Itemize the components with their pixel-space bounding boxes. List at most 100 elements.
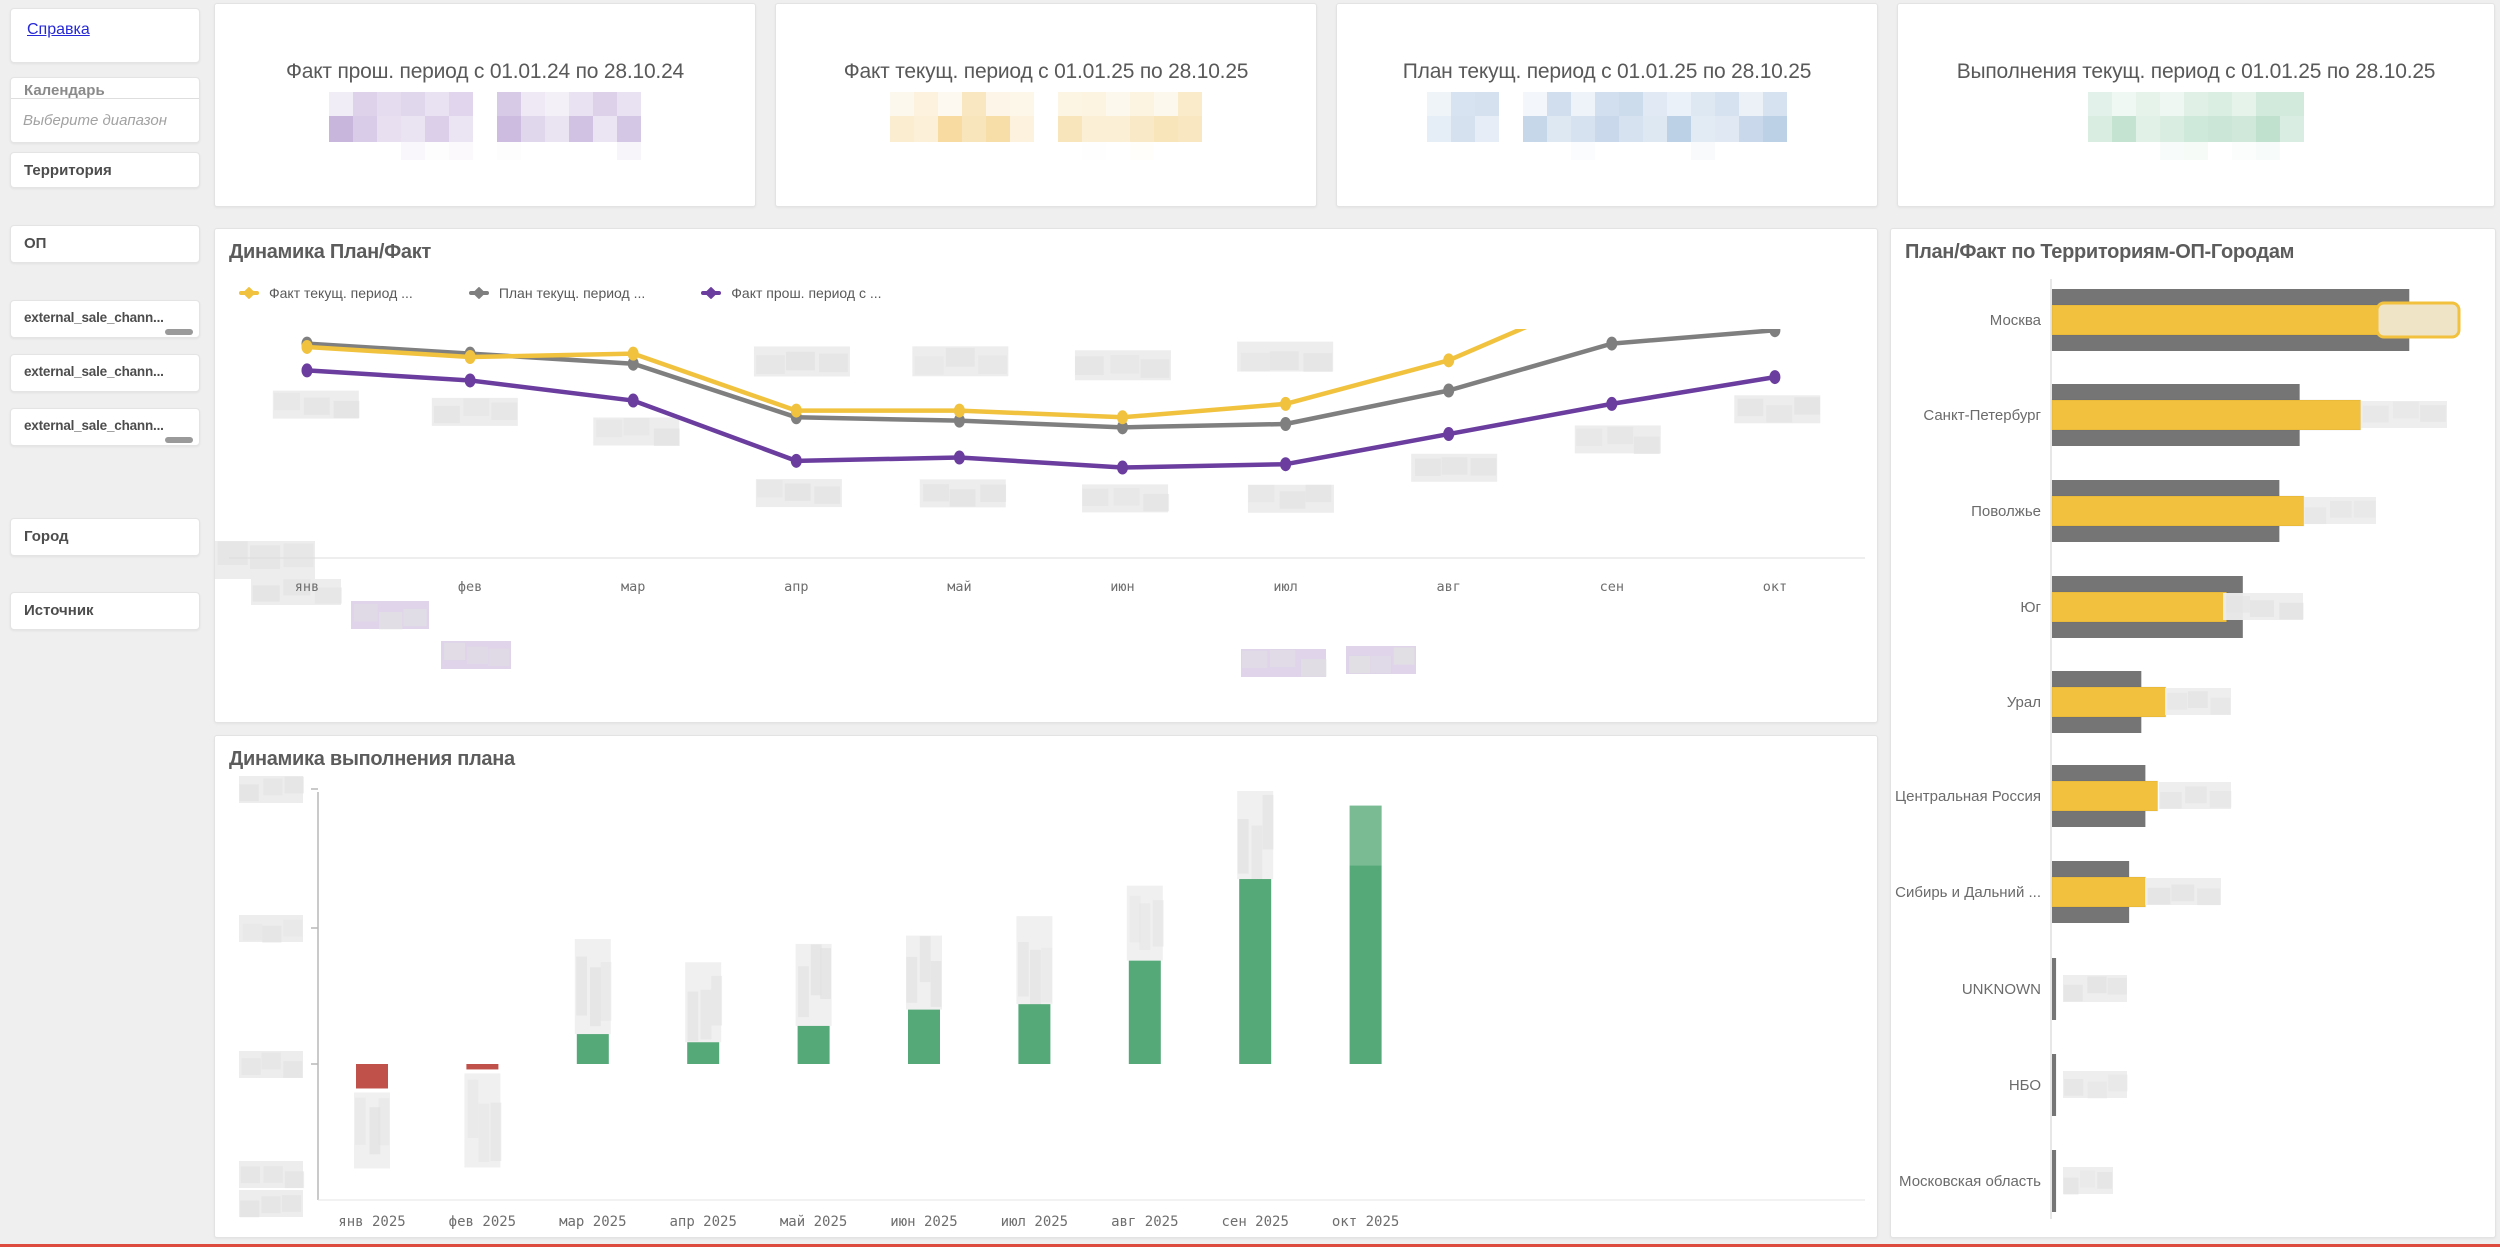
fact-bar[interactable] — [2051, 780, 2159, 812]
filter-ext2[interactable]: external_sale_chann... — [10, 354, 200, 392]
filter-territory[interactable]: Территория — [10, 152, 200, 188]
series-line[interactable] — [306, 329, 1776, 430]
data-point[interactable] — [1280, 457, 1292, 472]
kpi-card-4: Выполнения текущ. период с 01.01.25 по 2… — [1897, 3, 2495, 207]
data-point[interactable] — [953, 403, 965, 418]
kpi-title: План текущ. период с 01.01.25 по 28.10.2… — [1402, 60, 1812, 83]
x-axis-label: июл 2025 — [1001, 1214, 1068, 1230]
redacted-label — [1082, 484, 1170, 513]
line-chart-title: Динамика План/Факт — [229, 241, 431, 263]
data-point[interactable] — [627, 356, 639, 371]
data-point[interactable] — [1606, 336, 1618, 351]
data-point[interactable] — [1443, 353, 1455, 368]
plan-bar[interactable] — [2052, 1054, 2057, 1116]
series-line[interactable] — [306, 329, 1775, 420]
territory-chart-title: План/Факт по Территориям-ОП-Городам — [1905, 241, 2295, 263]
kpi-value-redacted — [1427, 92, 1787, 160]
data-point[interactable] — [464, 350, 476, 364]
data-point[interactable] — [1117, 410, 1128, 425]
redacted-label — [251, 579, 342, 605]
fact-bar[interactable] — [2051, 591, 2228, 623]
series-line[interactable] — [306, 368, 1776, 470]
x-axis-label: окт — [1763, 579, 1787, 595]
data-point[interactable] — [1117, 420, 1128, 435]
help-link[interactable]: Справка — [27, 21, 90, 38]
exec-bar[interactable] — [1349, 805, 1382, 1064]
fact-bar[interactable] — [2051, 495, 2305, 527]
redacted-label — [239, 1161, 305, 1189]
redacted-label — [919, 479, 1007, 508]
filter-ext1[interactable]: external_sale_chann... — [10, 300, 200, 338]
data-point[interactable] — [301, 339, 313, 354]
territory-chart-plot[interactable]: Москва Санкт-Петербург Поволжье Юг Урал Центр… — [1891, 271, 2495, 1236]
filter-source[interactable]: Источник — [10, 592, 200, 630]
redacted-label — [2063, 1167, 2113, 1195]
legend-item[interactable]: План текущ. период ... — [468, 285, 645, 301]
exec-bar[interactable] — [576, 1034, 609, 1064]
data-point[interactable] — [790, 403, 802, 418]
exec-bar[interactable] — [1128, 960, 1161, 1064]
plan-bar[interactable] — [2052, 1150, 2057, 1212]
data-point[interactable] — [953, 450, 965, 465]
category-label: Центральная Россия — [1895, 788, 2041, 805]
plan-bar[interactable] — [2052, 958, 2057, 1020]
territory-row[interactable]: Москва — [1990, 289, 2461, 351]
data-point[interactable] — [464, 373, 476, 388]
data-point[interactable] — [627, 393, 639, 408]
exec-bar[interactable] — [908, 1009, 940, 1064]
exec-bar[interactable] — [687, 1042, 720, 1064]
data-point[interactable] — [301, 363, 313, 378]
fact-bar[interactable] — [2051, 399, 2362, 431]
territory-row[interactable]: Поволжье — [1971, 480, 2376, 542]
fact-bar[interactable] — [2051, 876, 2146, 908]
exec-bar[interactable] — [1018, 1004, 1051, 1064]
filter-op[interactable]: ОП — [10, 225, 200, 263]
territory-row[interactable]: Санкт-Петербург — [1923, 384, 2447, 446]
data-point[interactable] — [627, 346, 639, 361]
data-point[interactable] — [1280, 396, 1292, 411]
redacted-label — [755, 479, 842, 508]
filter-city[interactable]: Город — [10, 518, 200, 556]
redacted-label — [753, 346, 850, 377]
date-range-input[interactable] — [11, 98, 199, 142]
data-point[interactable] — [1606, 396, 1618, 411]
kpi-value-redacted — [890, 92, 1202, 160]
data-point[interactable] — [790, 453, 802, 468]
exec-bar[interactable] — [356, 1064, 388, 1089]
x-axis-label: мар — [621, 579, 645, 595]
territory-row[interactable]: Урал — [2007, 671, 2231, 733]
x-axis-label: июл — [1273, 579, 1297, 595]
data-point[interactable] — [953, 413, 965, 428]
territory-row[interactable]: Московская область — [1899, 1150, 2113, 1212]
data-point[interactable] — [1443, 427, 1455, 442]
data-point[interactable] — [1769, 370, 1781, 385]
territory-row[interactable]: НБО — [2009, 1054, 2128, 1116]
exec-bar[interactable] — [797, 1025, 830, 1064]
listbox-scrollbar[interactable] — [165, 437, 193, 443]
exec-bar[interactable] — [466, 1064, 499, 1070]
territory-row[interactable]: Юг — [2020, 576, 2304, 638]
legend-item[interactable]: Факт прош. период с ... — [701, 285, 882, 301]
category-label: UNKNOWN — [1962, 981, 2041, 998]
territory-row[interactable]: Сибирь и Дальний ... — [1895, 861, 2221, 923]
line-chart-plot[interactable]: янв фев мар апр май июн июл авг сен окт — [215, 329, 1877, 734]
redacted-label — [685, 962, 723, 1043]
filter-ext3[interactable]: external_sale_chann... — [10, 408, 200, 446]
exec-chart-title: Динамика выполнения плана — [229, 748, 515, 770]
territory-row[interactable]: Центральная Россия — [1895, 765, 2232, 827]
exec-chart-plot[interactable]: янв 2025 фев 2025 мар 2025 апр 2025 май 2025… — [215, 776, 1877, 1236]
redacted-label — [351, 601, 429, 630]
bottom-accent-line — [0, 1244, 2500, 1247]
legend-item[interactable]: Факт текущ. период ... — [239, 285, 413, 301]
legend-marker-icon — [701, 291, 722, 295]
territory-row[interactable]: UNKNOWN — [1962, 958, 2127, 1020]
fact-bar[interactable] — [2051, 686, 2167, 718]
data-point[interactable] — [1280, 417, 1292, 431]
listbox-scrollbar[interactable] — [165, 329, 193, 335]
data-point[interactable] — [1769, 329, 1781, 338]
redacted-label — [593, 417, 680, 446]
exec-bar[interactable] — [1239, 879, 1272, 1064]
data-point[interactable] — [1117, 460, 1128, 475]
data-point[interactable] — [1443, 383, 1455, 398]
